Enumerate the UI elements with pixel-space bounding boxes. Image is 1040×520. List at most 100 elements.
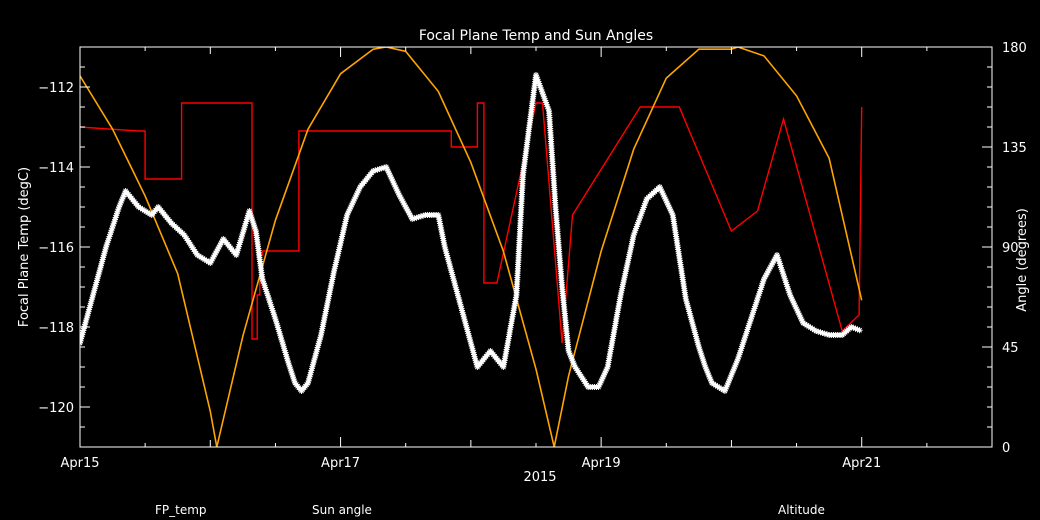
fp-temp-point — [392, 184, 399, 190]
fp-temp-point — [308, 367, 315, 374]
fp-temp-point — [274, 324, 281, 331]
fp-temp-point — [413, 214, 420, 221]
fp-temp-point — [250, 220, 257, 226]
fp-temp-point — [796, 312, 803, 318]
fp-temp-point — [790, 300, 797, 306]
fp-temp-point — [745, 324, 752, 331]
fp-temp-point — [639, 206, 646, 213]
fp-temp-point — [83, 315, 90, 321]
fp-temp-point — [744, 326, 751, 333]
fp-temp-point — [634, 221, 641, 228]
fp-temp-point — [146, 210, 153, 217]
fp-temp-point — [93, 279, 100, 286]
fp-temp-point — [798, 316, 805, 322]
fp-temp-point — [249, 216, 255, 222]
fp-temp-point — [750, 309, 756, 316]
fp-temp-point — [760, 278, 767, 285]
fp-temp-point — [205, 258, 212, 265]
fp-temp-point — [704, 370, 711, 376]
fp-temp-point — [819, 330, 826, 336]
series-line-sun-angle — [80, 102, 863, 344]
fp-temp-point — [117, 200, 124, 206]
fp-temp-point — [238, 235, 245, 242]
fp-temp-point — [97, 264, 104, 271]
fp-temp-point — [283, 353, 290, 360]
fp-temp-point — [284, 357, 291, 364]
fp-temp-point — [240, 226, 247, 233]
fp-temp-point — [539, 91, 546, 98]
chart-title: Focal Plane Temp and Sun Angles — [419, 28, 653, 44]
x-tick-label: Apr15 — [60, 456, 99, 471]
fp-temp-point — [794, 308, 801, 314]
fp-temp-point — [316, 336, 323, 343]
fp-temp-point — [450, 275, 457, 282]
fp-temp-point — [118, 198, 125, 204]
x-tick-label: Apr19 — [582, 456, 621, 471]
fp-temp-point — [451, 277, 457, 284]
fp-temp-point — [566, 350, 573, 356]
fp-temp-point — [535, 78, 542, 85]
fp-temp-point — [701, 362, 708, 368]
fp-temp-point — [351, 196, 358, 202]
fp-temp-point — [246, 208, 253, 214]
fp-temp-point — [261, 282, 268, 289]
fp-temp-point — [95, 271, 102, 278]
fp-temp-point — [455, 292, 461, 299]
fp-temp-point — [635, 219, 642, 226]
fp-temp-point — [703, 366, 710, 372]
fp-temp-point — [280, 343, 287, 350]
fp-temp-point — [598, 378, 605, 384]
fp-temp-point — [638, 210, 645, 217]
fp-temp-point — [457, 301, 464, 308]
fp-temp-point — [686, 310, 693, 317]
fp-temp-point — [729, 370, 736, 376]
fp-temp-point — [267, 301, 274, 308]
fp-temp-point — [239, 231, 246, 237]
fp-temp-point — [774, 254, 781, 261]
fp-temp-point — [735, 353, 742, 360]
fp-temp-point — [537, 84, 544, 91]
fp-temp-point — [636, 215, 643, 222]
fp-temp-point — [780, 270, 787, 277]
fp-temp-point — [273, 320, 280, 327]
fp-temp-point — [742, 332, 749, 339]
fp-temp-point — [448, 269, 455, 276]
fp-temp-point — [386, 172, 393, 178]
fp-temp-point — [632, 227, 639, 234]
fp-temp-point — [402, 204, 409, 210]
fp-temp-point — [730, 368, 737, 374]
fp-temp-point — [734, 356, 741, 362]
fp-temp-point — [750, 307, 757, 314]
fp-temp-point — [262, 284, 269, 291]
fp-temp-point — [781, 275, 788, 282]
fp-temp-point — [399, 198, 406, 204]
fp-temp-point — [288, 370, 295, 376]
fp-temp-point — [247, 212, 254, 218]
fp-temp-point — [733, 360, 740, 366]
fp-temp-point — [740, 339, 747, 346]
fp-temp-point — [100, 254, 107, 261]
fp-temp-point — [80, 329, 86, 336]
fp-temp-point — [249, 218, 256, 224]
fp-temp-point — [567, 352, 574, 358]
fp-temp-point — [689, 321, 696, 327]
fp-temp-point — [388, 176, 395, 182]
fp-temp-point — [381, 164, 387, 171]
fp-temp-point — [109, 225, 116, 232]
fp-temp-point — [349, 200, 356, 206]
fp-temp-point — [687, 314, 694, 321]
y2-tick-label: 0 — [1002, 441, 1010, 456]
fp-temp-point — [536, 82, 543, 89]
fp-temp-point — [785, 285, 791, 292]
fp-temp-point — [693, 333, 699, 340]
fp-temp-point — [758, 284, 765, 291]
fp-temp-point — [708, 378, 715, 384]
fp-temp-point — [771, 256, 778, 262]
fp-temp-point — [391, 182, 398, 188]
fp-temp-point — [633, 225, 639, 232]
fp-temp-point — [544, 103, 551, 110]
fp-temp-point — [693, 335, 700, 342]
y-tick-label: −118 — [38, 321, 74, 336]
fp-temp-point — [276, 330, 283, 337]
